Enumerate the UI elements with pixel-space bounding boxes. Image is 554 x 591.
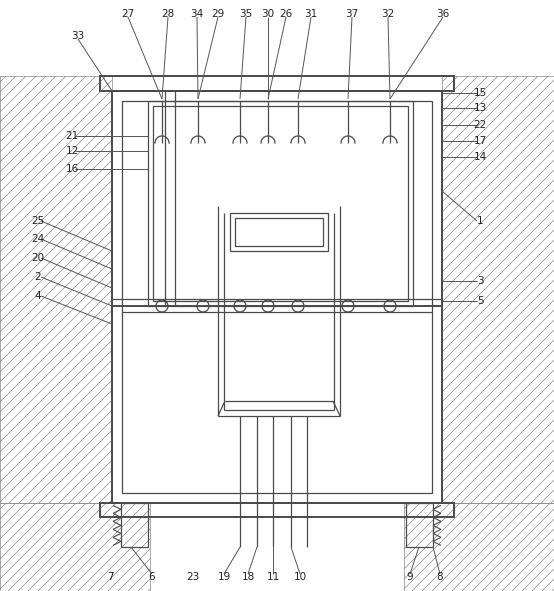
- Text: 8: 8: [437, 572, 443, 582]
- Text: 31: 31: [304, 9, 317, 19]
- Text: 4: 4: [35, 291, 42, 301]
- Text: 37: 37: [345, 9, 358, 19]
- Text: 19: 19: [217, 572, 230, 582]
- Text: 29: 29: [212, 9, 224, 19]
- Text: 15: 15: [473, 88, 486, 98]
- Text: 13: 13: [473, 103, 486, 113]
- Text: 30: 30: [261, 9, 275, 19]
- Text: 10: 10: [294, 572, 306, 582]
- Text: 20: 20: [32, 253, 44, 263]
- Text: 32: 32: [381, 9, 394, 19]
- Text: 34: 34: [191, 9, 204, 19]
- Text: 12: 12: [65, 146, 79, 156]
- Bar: [404, 503, 554, 591]
- Text: 16: 16: [65, 164, 79, 174]
- Text: 21: 21: [65, 131, 79, 141]
- Text: 7: 7: [107, 572, 114, 582]
- Text: 14: 14: [473, 152, 486, 162]
- Bar: [153, 106, 408, 301]
- Text: 1: 1: [476, 216, 483, 226]
- Text: 27: 27: [121, 9, 135, 19]
- Text: 33: 33: [71, 31, 85, 41]
- Bar: [121, 503, 148, 547]
- Bar: [122, 101, 432, 493]
- Text: 3: 3: [476, 276, 483, 286]
- Text: 35: 35: [239, 9, 253, 19]
- Text: 36: 36: [437, 9, 450, 19]
- Bar: [0, 503, 150, 591]
- Bar: [406, 503, 433, 547]
- Text: 18: 18: [242, 572, 255, 582]
- Bar: [442, 76, 554, 503]
- Bar: [100, 76, 454, 91]
- Text: 9: 9: [407, 572, 413, 582]
- Text: 23: 23: [186, 572, 199, 582]
- Bar: [230, 213, 328, 251]
- Text: 5: 5: [476, 296, 483, 306]
- Bar: [235, 218, 323, 246]
- Text: 11: 11: [266, 572, 280, 582]
- Text: 6: 6: [148, 572, 155, 582]
- Bar: [148, 101, 413, 306]
- Text: 22: 22: [473, 120, 486, 130]
- Text: 17: 17: [473, 136, 486, 146]
- Text: 28: 28: [161, 9, 175, 19]
- Text: 24: 24: [32, 234, 45, 244]
- Text: 25: 25: [32, 216, 45, 226]
- Bar: [0, 76, 112, 503]
- Bar: [112, 91, 442, 503]
- Bar: [100, 503, 454, 517]
- Text: 26: 26: [279, 9, 293, 19]
- Text: 2: 2: [35, 272, 42, 282]
